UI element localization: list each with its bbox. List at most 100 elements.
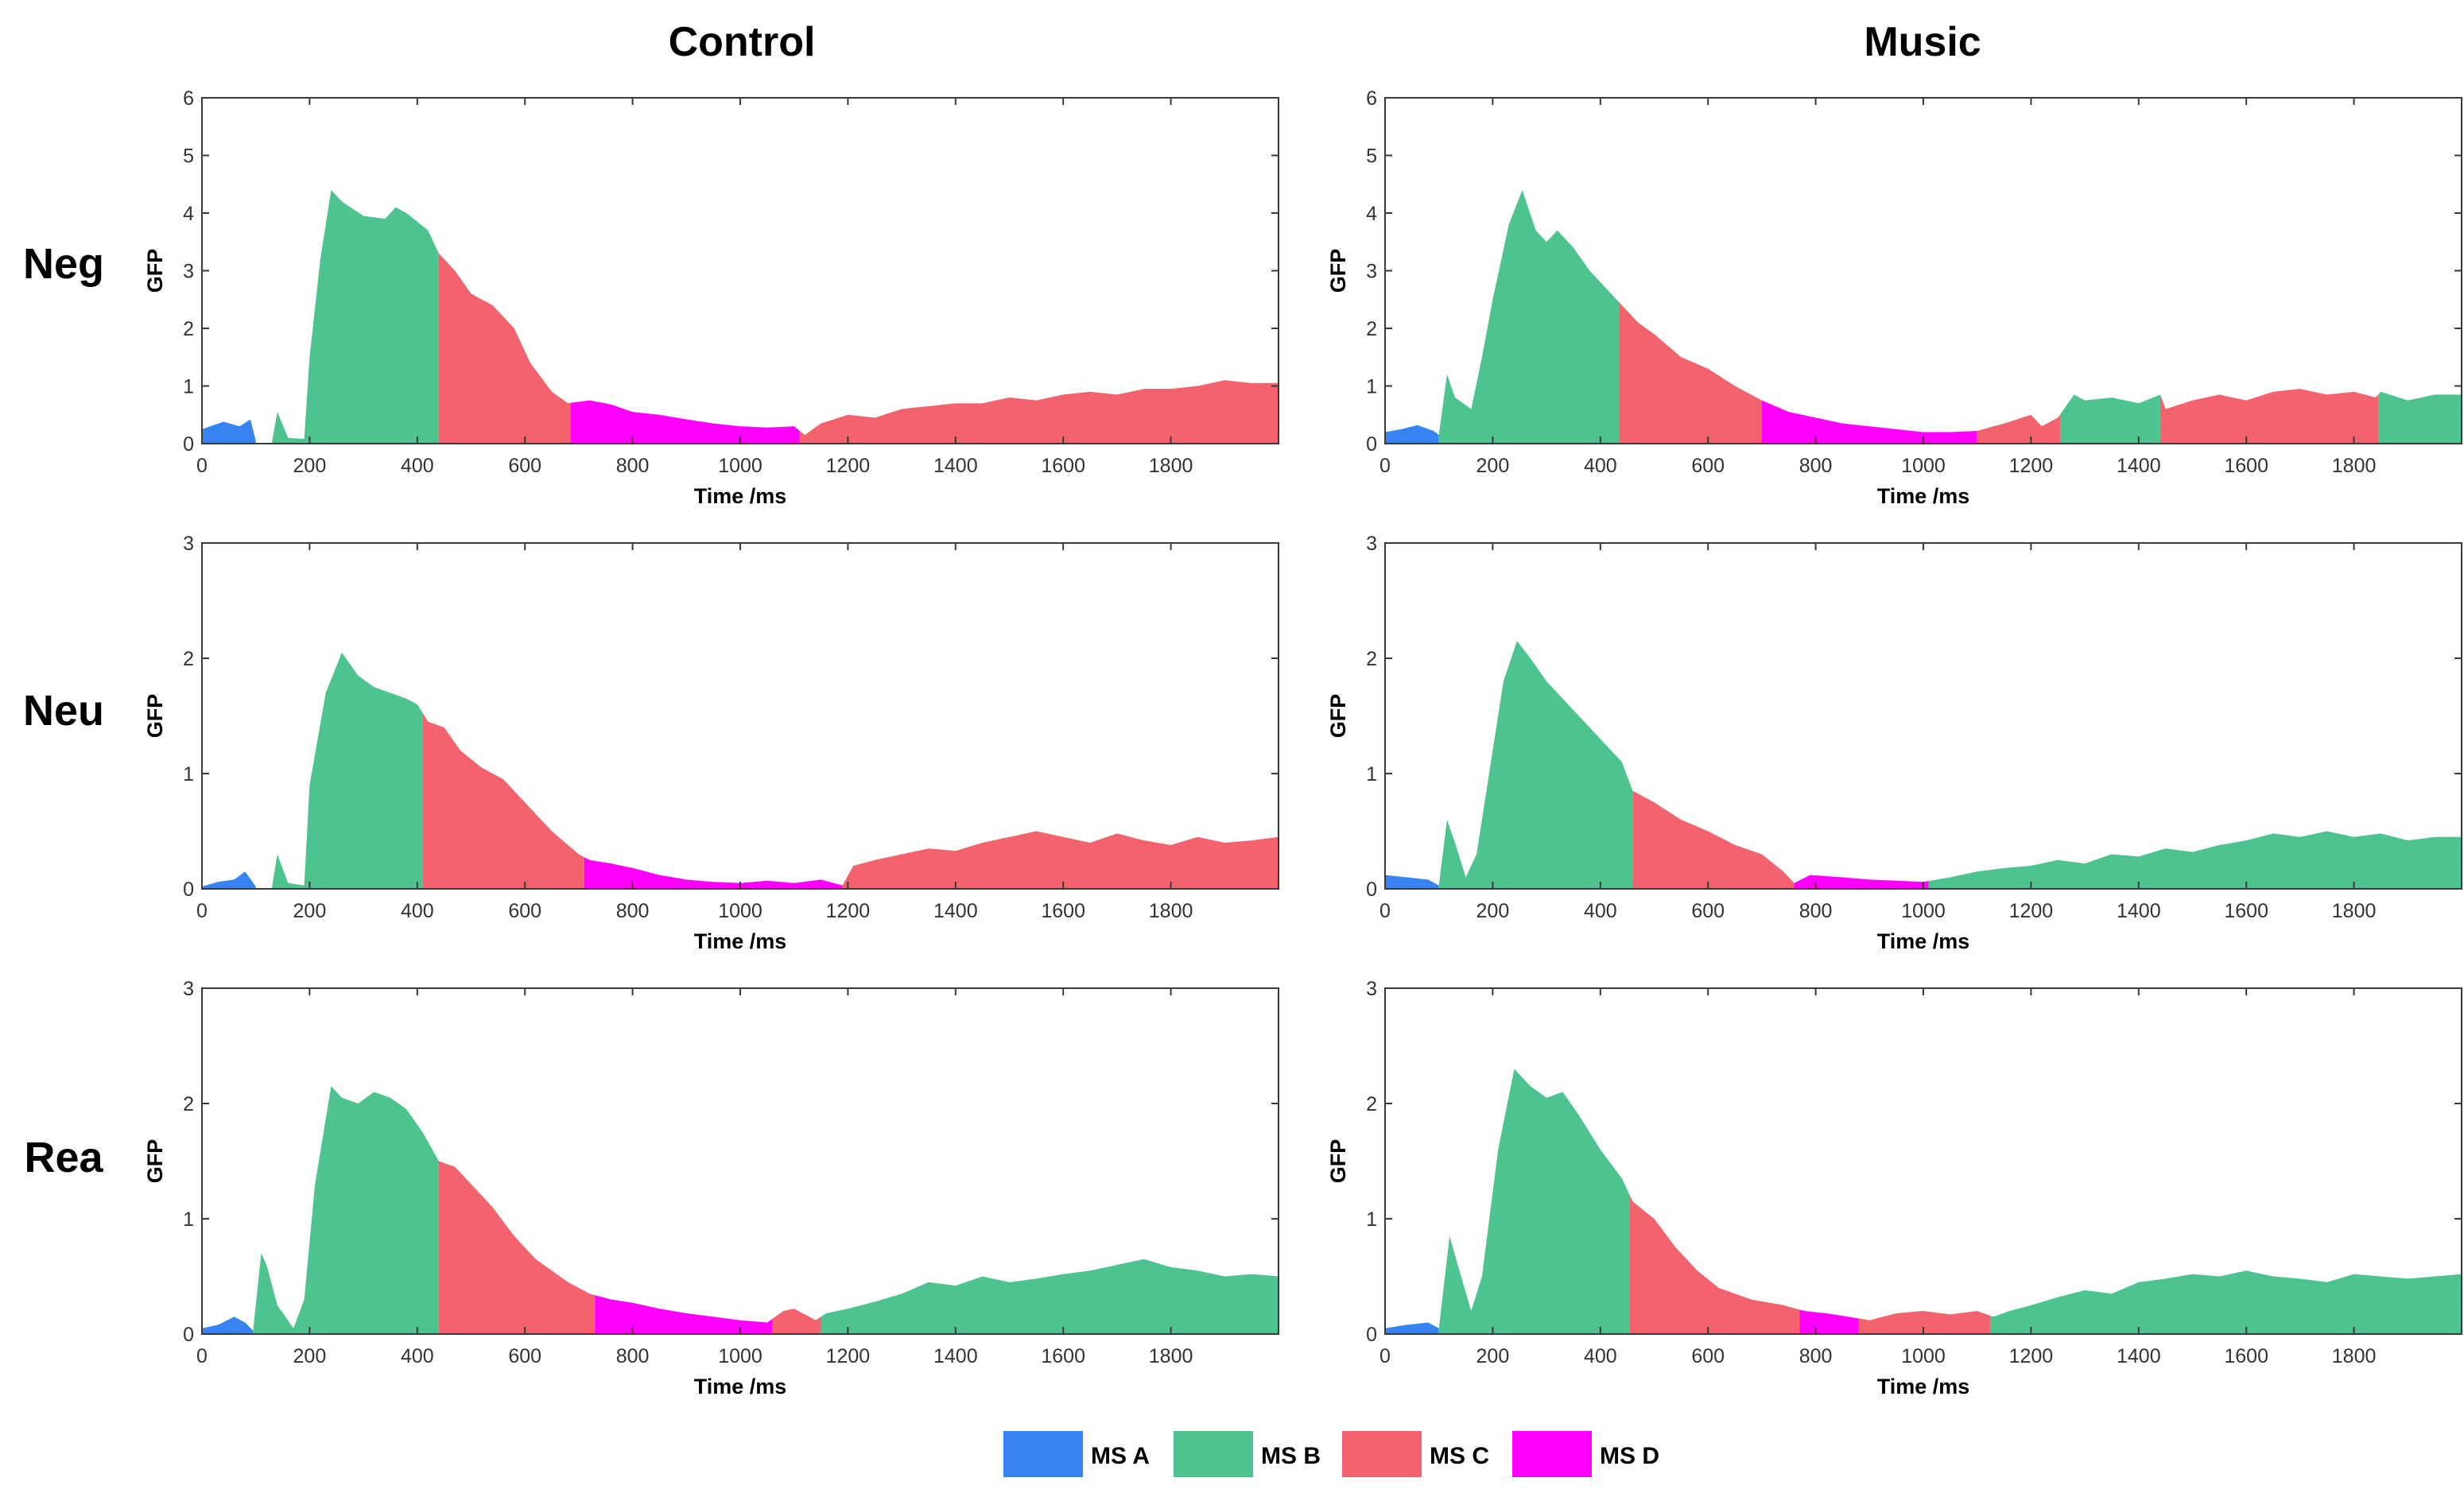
segment-ms-a-0 [202,419,256,444]
y-tick-label: 0 [1366,433,1377,456]
x-tick-label: 1200 [2009,900,2054,922]
x-tick-label: 1800 [2332,1345,2377,1367]
x-tick-label: 0 [196,455,208,477]
column-title-music: Music [1864,19,1981,65]
x-tick-label: 1600 [1041,900,1085,922]
segment-ms-d-3 [1761,400,1977,444]
legend-label: MS C [1430,1443,1489,1469]
legend-item-ms-a: MS A [1003,1431,1150,1477]
y-tick-label: 4 [1366,203,1377,225]
y-tick-label: 2 [183,648,194,670]
x-tick-label: 600 [1691,1345,1725,1367]
x-tick-label: 800 [1799,455,1833,477]
x-axis-label: Time /ms [1877,484,1970,508]
segment-ms-b-1 [272,652,423,889]
y-tick-label: 2 [1366,648,1377,670]
x-tick-label: 200 [293,455,327,477]
segment-ms-a-0 [202,1317,254,1334]
segment-ms-b-5 [1990,1270,2462,1334]
x-tick-label: 1400 [933,900,978,922]
y-tick-label: 0 [1366,878,1377,901]
x-tick-label: 1600 [2224,1345,2268,1367]
x-axis-label: Time /ms [1877,1375,1970,1398]
x-tick-label: 1400 [933,455,978,477]
segment-ms-b-1 [253,1086,439,1334]
x-tick-label: 800 [616,455,650,477]
y-axis-label: GFP [143,694,167,739]
x-tick-label: 1000 [718,900,762,922]
y-tick-label: 5 [1366,145,1377,168]
x-tick-label: 800 [1799,900,1833,922]
y-tick-label: 1 [183,1208,194,1231]
x-tick-label: 600 [508,455,541,477]
legend-item-ms-b: MS B [1174,1431,1321,1477]
legend-item-ms-c: MS C [1342,1431,1489,1477]
row-title-neg: Neg [23,240,104,288]
x-tick-label: 400 [1584,455,1617,477]
y-tick-label: 0 [183,433,194,456]
x-tick-label: 400 [401,900,434,922]
x-axis-label: Time /ms [694,484,787,508]
x-tick-label: 1800 [1149,1345,1193,1367]
y-axis-label: GFP [143,249,167,293]
x-tick-label: 600 [508,1345,541,1367]
y-tick-label: 1 [1366,376,1377,398]
y-tick-label: 1 [1366,763,1377,785]
x-tick-label: 600 [508,900,541,922]
legend: MS A MS B MS C MS D [1003,1431,1659,1477]
legend-swatch [1342,1431,1422,1477]
segment-ms-a-0 [1385,875,1439,889]
x-tick-label: 200 [293,1345,327,1367]
segment-ms-d-3 [1794,875,1929,889]
segment-ms-a-0 [1385,1322,1439,1334]
row-title-neu: Neu [23,687,104,735]
x-tick-label: 800 [616,900,650,922]
y-axis-label: GFP [1326,694,1350,739]
x-tick-label: 1400 [933,1345,978,1367]
x-tick-label: 0 [1379,900,1391,922]
segment-ms-b-1 [272,190,439,444]
x-tick-label: 1400 [2117,900,2161,922]
x-tick-label: 1600 [1041,1345,1085,1367]
y-tick-label: 2 [1366,1093,1377,1115]
y-tick-label: 6 [1366,87,1377,110]
segment-ms-c-2 [1630,1196,1800,1334]
x-tick-label: 1400 [2117,455,2161,477]
x-tick-label: 800 [616,1345,650,1367]
panels: 0 200 400 600 800 1000 1200 1400 1600 18000123456… [143,87,2462,1398]
segment-ms-b-1 [1438,190,1620,444]
segment-ms-d-3 [1799,1309,1859,1334]
legend-label: MS D [1600,1443,1659,1469]
segment-ms-c-4 [772,1309,821,1334]
x-tick-label: 600 [1691,900,1725,922]
y-tick-label: 2 [1366,318,1377,340]
y-axis-label: GFP [1326,249,1350,293]
segment-ms-b-5 [821,1259,1279,1334]
segment-ms-c-2 [438,253,571,444]
x-tick-label: 200 [1476,900,1510,922]
x-tick-label: 0 [196,900,208,922]
y-tick-label: 2 [183,318,194,340]
x-tick-label: 1200 [826,900,871,922]
segment-ms-c-6 [2159,389,2379,444]
x-tick-label: 1600 [2224,900,2268,922]
x-tick-label: 1800 [1149,900,1193,922]
segment-ms-b-5 [2060,394,2160,444]
segment-ms-c-2 [1632,790,1795,889]
x-tick-label: 200 [293,900,327,922]
segment-ms-c-4 [1977,413,2061,444]
x-tick-label: 0 [1379,455,1391,477]
x-tick-label: 200 [1476,1345,1510,1367]
x-tick-label: 800 [1799,1345,1833,1367]
panel-neg-music: 0 200 400 600 800 1000 1200 1400 1600 1800 0 1 2 3 4 5 6… [1326,87,2462,508]
x-tick-label: 1600 [1041,455,1085,477]
y-tick-label: 1 [183,376,194,398]
x-tick-label: 0 [196,1345,208,1367]
x-tick-label: 200 [1476,455,1510,477]
y-tick-label: 3 [1366,261,1377,283]
segment-ms-c-2 [1619,302,1762,444]
segment-ms-b-1 [1438,641,1633,889]
segment-ms-a-0 [1385,425,1439,444]
y-axis-label: GFP [1326,1139,1350,1184]
y-tick-label: 3 [183,261,194,283]
